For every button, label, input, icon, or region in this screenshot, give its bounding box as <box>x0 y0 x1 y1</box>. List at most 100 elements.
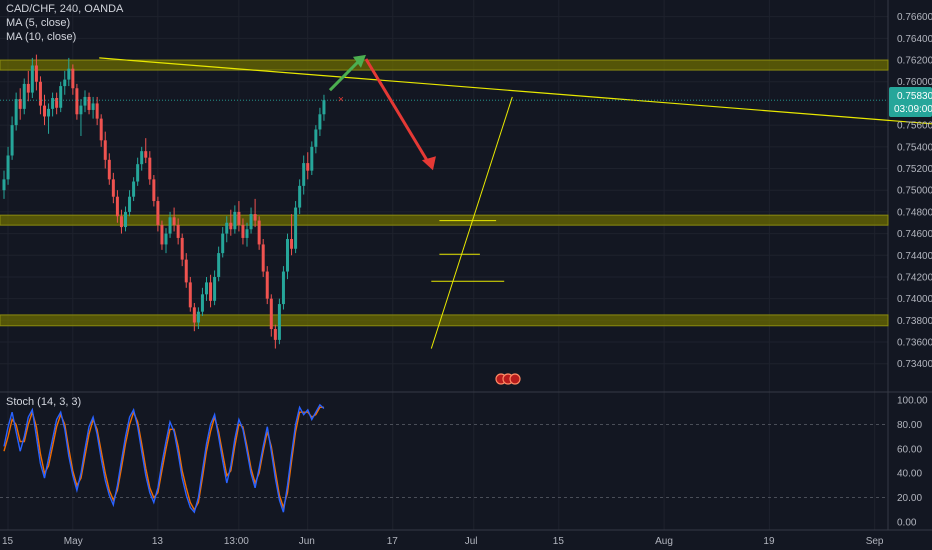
symbol-title[interactable]: CAD/CHF, 240, OANDA <box>6 3 124 15</box>
bearish-arrow <box>364 58 432 167</box>
candle-body <box>225 222 229 234</box>
candle-body <box>107 159 111 180</box>
candle-body <box>51 98 55 109</box>
stoch-tick-label: 0.00 <box>897 518 917 529</box>
price-tick-label: 0.75400 <box>897 142 932 153</box>
price-tick-label: 0.76000 <box>897 77 932 88</box>
candle-body <box>209 282 213 301</box>
stoch-axis[interactable]: 100.00 80.00 60.00 40.00 20.00 0.00 <box>897 396 928 529</box>
stochastic-pane <box>0 403 888 514</box>
price-tag-box <box>889 87 932 117</box>
candle-body <box>281 271 285 305</box>
candle-body <box>38 81 42 106</box>
candle-body <box>47 108 51 117</box>
price-tag-countdown: 03:09:00 <box>894 104 932 115</box>
candle-body <box>213 276 217 301</box>
price-tick-label: 0.75000 <box>897 186 932 197</box>
candle-body <box>71 68 75 89</box>
candle-body <box>30 65 34 93</box>
time-tick-label: May <box>64 536 83 547</box>
time-axis[interactable]: 15 May 13 13:00 Jun 17 Jul 15 Aug 19 Sep <box>2 536 884 547</box>
candlestick-series <box>2 54 326 349</box>
trend-lines[interactable] <box>0 57 932 349</box>
price-axis[interactable]: 0.76600 0.76400 0.76200 0.76000 0.75600 0.754… <box>897 12 932 370</box>
candle-body <box>2 179 6 191</box>
price-tick-label: 0.74000 <box>897 294 932 305</box>
economic-event-icon <box>509 373 521 385</box>
candle-body <box>168 217 172 234</box>
last-price-tag: 0.75830 03:09:00 <box>889 87 932 117</box>
time-tick-label: 19 <box>763 536 775 547</box>
candle-body <box>111 179 115 197</box>
candle-body <box>277 304 281 340</box>
time-tick-label: 13:00 <box>224 536 249 547</box>
time-tick-label: 13 <box>152 536 164 547</box>
candle-body <box>318 114 322 130</box>
candle-body <box>79 105 83 115</box>
stoch-tick-label: 80.00 <box>897 420 922 431</box>
candle-body <box>119 216 123 228</box>
candle-body <box>144 151 148 158</box>
candle-body <box>75 88 79 115</box>
candle-body <box>67 68 71 80</box>
time-tick-label: 15 <box>2 536 14 547</box>
ascending-support-line <box>430 96 513 349</box>
candle-body <box>265 271 269 299</box>
stoch-label[interactable]: Stoch (14, 3, 3) <box>6 396 82 408</box>
price-tick-label: 0.73800 <box>897 316 932 327</box>
candle-body <box>233 211 237 230</box>
stoch-tick-label: 20.00 <box>897 493 922 504</box>
candle-body <box>14 99 18 126</box>
bearish-arrow-head <box>421 156 436 171</box>
time-tick-label: Jun <box>299 536 315 547</box>
candle-body <box>217 253 221 277</box>
candle-body <box>253 214 257 221</box>
candle-body <box>176 224 180 238</box>
candle-body <box>290 239 294 249</box>
stoch-tick-label: 60.00 <box>897 444 922 455</box>
zone-band <box>0 314 889 327</box>
candle-body <box>43 105 46 117</box>
candle-body <box>6 155 10 180</box>
candle-body <box>115 196 119 217</box>
candle-body <box>261 244 265 272</box>
candle-body <box>136 164 140 182</box>
time-tick-label: Jul <box>465 536 478 547</box>
candle-body <box>196 311 200 323</box>
candle-body <box>63 79 67 87</box>
price-tick-label: 0.75600 <box>897 121 932 132</box>
candle-body <box>314 129 318 147</box>
candle-body <box>245 229 249 238</box>
candle-body <box>103 140 107 160</box>
candle-body <box>302 163 306 186</box>
ma5-label[interactable]: MA (5, close) <box>6 17 71 29</box>
candle-body <box>140 151 144 165</box>
candle-body <box>237 211 241 225</box>
candle-body <box>34 65 38 82</box>
candle-body <box>298 185 302 208</box>
ma10-label[interactable]: MA (10, close) <box>6 31 77 43</box>
bullish-arrow <box>328 56 364 92</box>
candle-body <box>22 83 26 109</box>
time-tick-label: 15 <box>553 536 565 547</box>
candle-body <box>184 259 188 283</box>
candle-body <box>87 96 91 110</box>
price-tick-label: 0.74800 <box>897 207 932 218</box>
candle-body <box>257 220 261 245</box>
price-tick-label: 0.73600 <box>897 338 932 349</box>
candle-body <box>160 224 164 245</box>
candle-body <box>83 96 87 106</box>
candle-body <box>310 146 314 171</box>
zone-band <box>0 59 889 71</box>
candle-body <box>200 294 204 312</box>
candle-body <box>273 329 277 340</box>
candle-body <box>95 103 99 119</box>
time-tick-label: 17 <box>387 536 399 547</box>
price-tick-label: 0.73400 <box>897 359 932 370</box>
candle-body <box>132 181 136 197</box>
candle-body <box>124 211 127 228</box>
candle-body <box>205 282 208 295</box>
time-tick-label: Sep <box>866 536 884 547</box>
price-tick-label: 0.76600 <box>897 12 932 23</box>
